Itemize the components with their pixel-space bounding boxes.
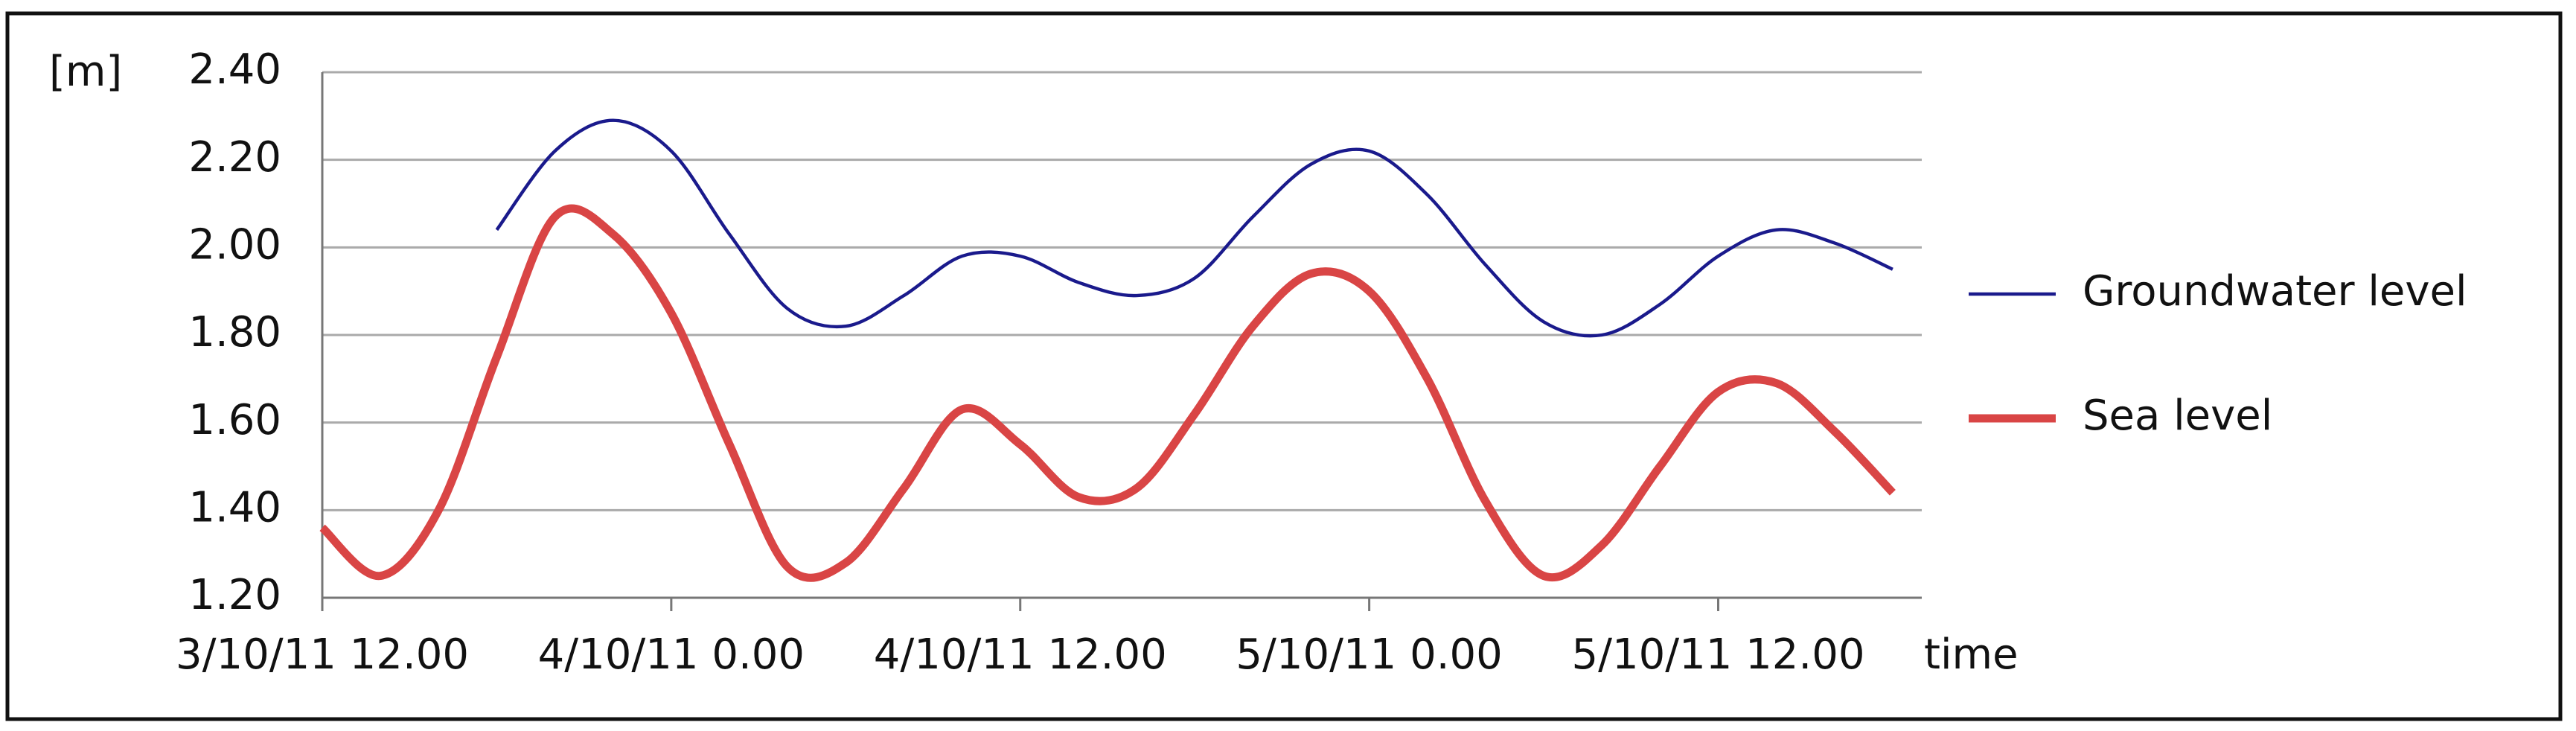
- y-tick-label: 2.00: [188, 220, 281, 269]
- y-tick-label: 1.80: [188, 308, 281, 357]
- x-tick-label: 3/10/11 12.00: [176, 631, 469, 679]
- y-tick-label: 1.20: [188, 571, 281, 619]
- x-axis-label: time: [1924, 631, 2019, 679]
- y-tick-label: 2.20: [188, 133, 281, 182]
- y-tick-label: 1.40: [188, 483, 281, 532]
- y-axis-label: [m]: [49, 48, 122, 96]
- x-tick-label: 5/10/11 0.00: [1236, 631, 1502, 679]
- legend-label: Groundwater level: [2083, 267, 2467, 316]
- x-tick-label: 4/10/11 12.00: [874, 631, 1167, 679]
- frame: [5, 11, 2563, 721]
- y-tick-label: 1.60: [188, 396, 281, 444]
- legend-label: Sea level: [2083, 392, 2272, 440]
- series-line: [319, 204, 1896, 582]
- x-tick-label: 5/10/11 12.00: [1571, 631, 1864, 679]
- series-line: [495, 118, 1893, 338]
- x-tick-label: 4/10/11 0.00: [538, 631, 805, 679]
- y-tick-label: 2.40: [188, 45, 281, 94]
